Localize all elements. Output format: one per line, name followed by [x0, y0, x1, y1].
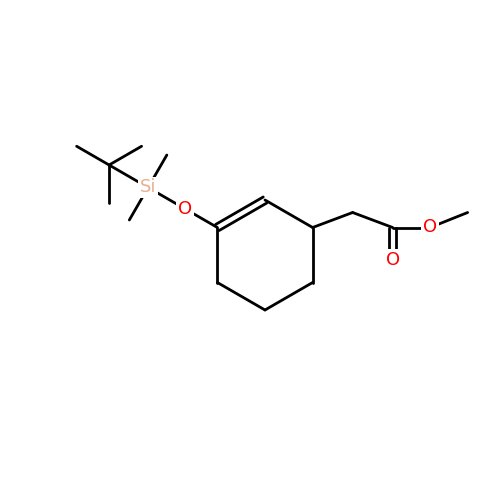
Text: O: O	[386, 251, 400, 269]
Text: O: O	[423, 218, 437, 236]
Text: Si: Si	[140, 178, 156, 196]
Text: O: O	[178, 200, 192, 218]
